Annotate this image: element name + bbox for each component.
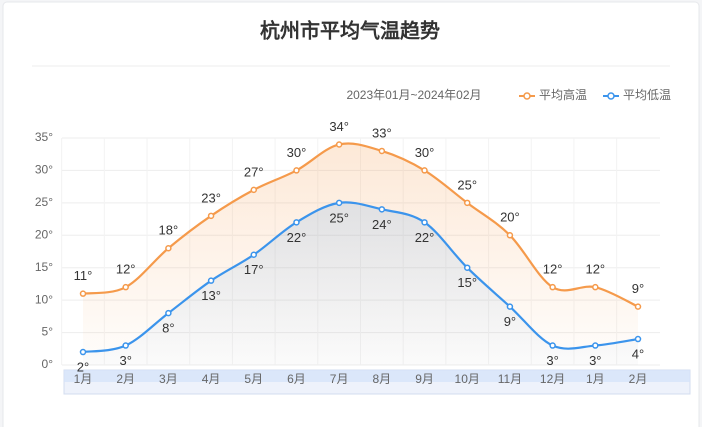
point — [293, 219, 300, 226]
x-tick-label: 5月 — [244, 372, 263, 386]
y-tick-label: 15° — [35, 260, 53, 274]
point — [79, 348, 87, 356]
area — [83, 202, 638, 365]
line — [82, 201, 639, 354]
data-label: 24° — [372, 217, 392, 232]
x-tick-label: 6月 — [287, 372, 306, 386]
x-tick-label: 1月 — [586, 372, 605, 386]
data-label: 22° — [287, 230, 307, 245]
subtitle: 2023年01月~2024年02月 — [346, 88, 481, 102]
point — [335, 199, 343, 207]
line — [82, 142, 639, 308]
point — [293, 167, 300, 174]
data-label: 22° — [415, 230, 435, 245]
data-label: 12° — [543, 262, 563, 277]
point — [506, 303, 514, 310]
point — [463, 199, 471, 207]
point — [378, 206, 386, 213]
data-label: 23° — [201, 190, 221, 205]
y-tick-label: 5° — [42, 325, 54, 339]
zoom-selection — [64, 370, 690, 382]
point — [165, 245, 172, 252]
data-label: 17° — [244, 262, 264, 277]
chart-title: 杭州市平均气温趋势 — [260, 18, 440, 42]
data-label: 34° — [329, 119, 349, 134]
point — [207, 277, 215, 284]
y-tick-label: 0° — [42, 357, 54, 371]
x-tick-label: 3月 — [159, 372, 178, 386]
data-label: 12° — [585, 262, 605, 277]
data-label: 9° — [504, 314, 516, 329]
point — [122, 283, 129, 291]
x-tick-label: 9月 — [415, 372, 434, 386]
legend-label: 平均高温 — [539, 87, 587, 102]
data-label: 30° — [287, 145, 307, 160]
point — [122, 342, 129, 349]
legend: 平均高温 平均低温 — [519, 87, 671, 102]
data-label: 2° — [77, 359, 89, 374]
y-tick-label: 30° — [35, 163, 53, 177]
data-label: 3° — [546, 353, 558, 368]
point — [421, 167, 428, 174]
x-tick-label: 7月 — [330, 372, 349, 386]
data-label: 33° — [372, 125, 392, 140]
legend-label: 平均低温 — [623, 88, 671, 102]
data-label: 3° — [589, 353, 601, 368]
data-label: 15° — [457, 275, 477, 290]
data-label: 18° — [159, 223, 179, 238]
x-tick-label: 10月 — [455, 372, 480, 386]
y-tick-label: 10° — [35, 292, 53, 306]
legend-swatch-dot — [523, 92, 531, 100]
x-tick-label: 11月 — [498, 372, 522, 386]
point — [549, 283, 556, 291]
data-label: 8° — [162, 321, 174, 336]
point — [79, 290, 87, 297]
data-label: 4° — [632, 346, 644, 361]
data-label: 25° — [457, 177, 477, 192]
data-label: 11° — [74, 268, 93, 283]
legend-swatch-dot — [607, 92, 615, 100]
data-label: 20° — [500, 210, 520, 225]
data-label: 30° — [415, 145, 435, 160]
point — [592, 342, 599, 349]
x-tick-label: 1月 — [74, 372, 93, 386]
point — [250, 251, 258, 258]
x-tick-label: 8月 — [373, 372, 392, 386]
point — [463, 264, 471, 271]
point — [592, 283, 599, 291]
point — [207, 212, 215, 220]
y-tick-label: 35° — [35, 130, 53, 144]
data-label: 25° — [329, 210, 349, 225]
point — [335, 141, 343, 148]
point — [421, 219, 428, 226]
point — [506, 232, 514, 239]
x-tick-label: 4月 — [202, 372, 221, 386]
point — [378, 147, 386, 155]
y-tick-label: 20° — [35, 227, 53, 241]
data-label: 13° — [201, 288, 221, 303]
data-label: 27° — [244, 164, 264, 179]
y-tick-label: 25° — [35, 195, 53, 209]
point — [634, 335, 642, 343]
point — [549, 342, 556, 349]
point — [634, 303, 642, 310]
x-tick-label: 12月 — [540, 372, 565, 386]
x-tick-label: 2月 — [629, 372, 648, 386]
point — [250, 186, 258, 194]
data-label: 12° — [116, 262, 136, 277]
point — [165, 309, 172, 317]
data-label: 3° — [119, 353, 131, 368]
x-tick-label: 2月 — [116, 372, 135, 386]
data-label: 9° — [632, 281, 644, 296]
